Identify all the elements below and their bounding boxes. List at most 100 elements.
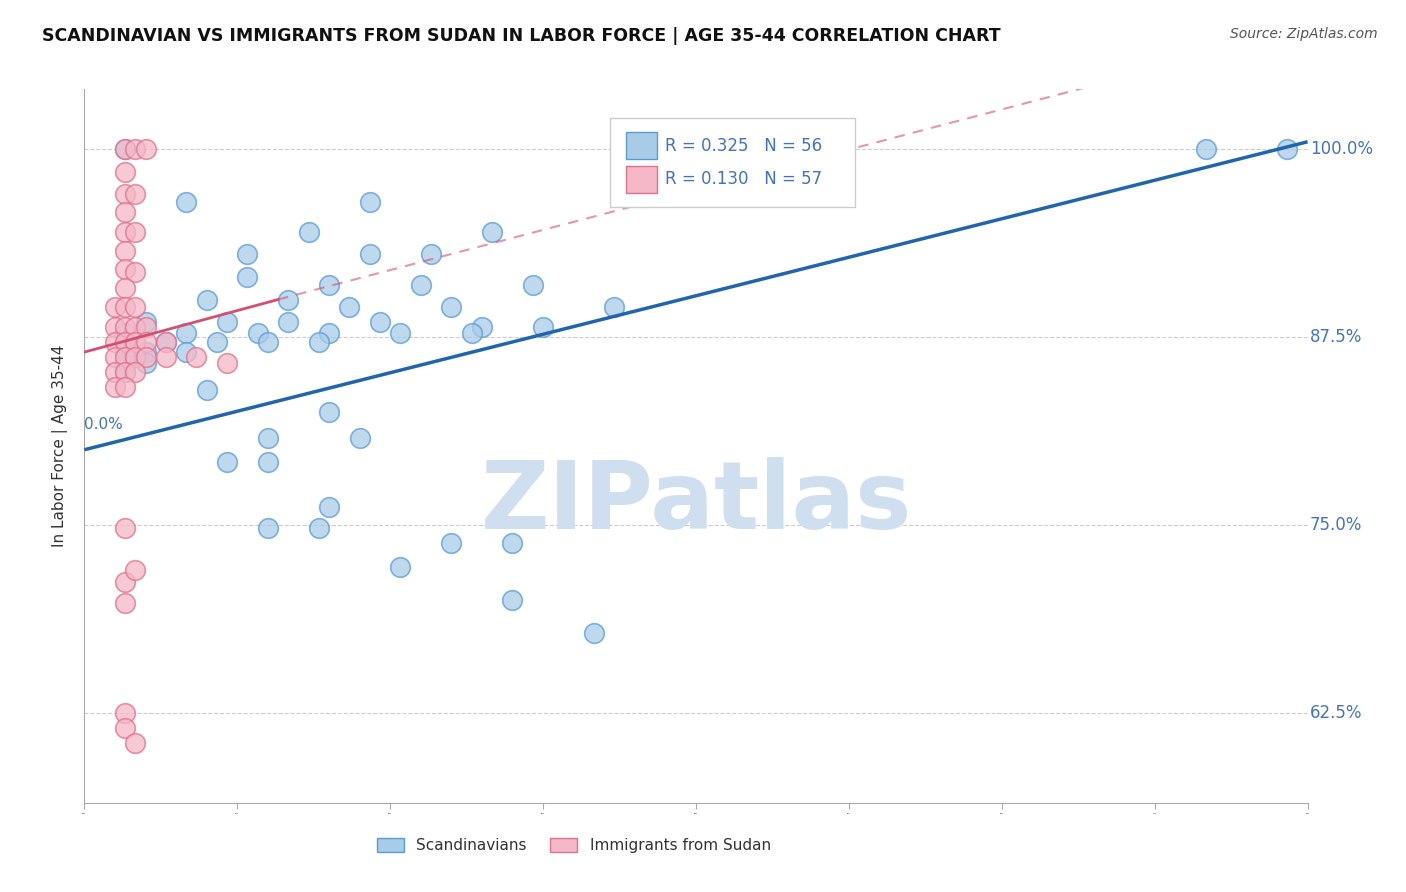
Point (124, 300, 146, 314)
Point (114, 262, 136, 277)
Text: R = 0.130   N = 57: R = 0.130 N = 57 (665, 170, 823, 188)
Point (104, 319, 127, 334)
Point (257, 455, 280, 469)
Point (155, 334, 177, 349)
Point (114, 706, 136, 720)
Point (217, 455, 239, 469)
Point (114, 334, 136, 349)
Point (389, 326, 412, 340)
Point (195, 383, 218, 397)
Point (114, 596, 136, 610)
Point (318, 405, 340, 419)
Point (318, 500, 340, 514)
Point (114, 187, 136, 202)
Point (205, 334, 228, 349)
Point (318, 277, 340, 292)
Point (257, 521, 280, 535)
Point (1277, 142, 1299, 156)
Text: 75.0%: 75.0% (1310, 516, 1362, 534)
Point (135, 334, 157, 349)
Point (104, 300, 127, 314)
Point (481, 225, 503, 239)
Point (217, 315, 239, 329)
Point (246, 326, 269, 340)
Point (135, 319, 157, 334)
Point (277, 293, 299, 307)
Text: Source: ZipAtlas.com: Source: ZipAtlas.com (1230, 27, 1378, 41)
Point (114, 280, 136, 294)
FancyBboxPatch shape (610, 118, 855, 207)
Point (124, 265, 146, 279)
FancyBboxPatch shape (626, 166, 657, 193)
Point (124, 563, 146, 577)
Point (114, 521, 136, 535)
Legend: Scandinavians, Immigrants from Sudan: Scandinavians, Immigrants from Sudan (371, 832, 776, 859)
Point (114, 165, 136, 179)
Point (124, 225, 146, 239)
Point (124, 350, 146, 364)
Point (644, 142, 666, 156)
Point (114, 350, 136, 364)
Point (186, 350, 208, 364)
Point (471, 319, 494, 334)
Point (124, 334, 146, 349)
Point (440, 300, 463, 314)
Point (135, 345, 157, 359)
Point (217, 356, 239, 370)
Point (349, 431, 371, 445)
Text: R = 0.325   N = 56: R = 0.325 N = 56 (665, 136, 823, 154)
Point (114, 334, 136, 349)
Point (174, 194, 197, 209)
Text: 0.0%: 0.0% (84, 417, 124, 433)
Point (124, 187, 146, 202)
Point (195, 293, 218, 307)
Point (236, 247, 259, 261)
Point (257, 431, 280, 445)
Point (389, 560, 412, 574)
Text: 62.5%: 62.5% (1310, 704, 1362, 722)
Point (124, 319, 146, 334)
Point (104, 365, 127, 379)
Point (124, 365, 146, 379)
Text: 100.0%: 100.0% (1310, 140, 1374, 158)
Point (135, 142, 157, 156)
Point (114, 142, 136, 156)
Point (114, 225, 136, 239)
Point (420, 247, 443, 261)
Point (114, 365, 136, 379)
Point (135, 315, 157, 329)
Point (409, 277, 432, 292)
Point (114, 721, 136, 735)
Point (308, 334, 330, 349)
Text: 87.5%: 87.5% (1310, 328, 1362, 346)
Point (368, 315, 391, 329)
Point (155, 334, 177, 349)
Point (1195, 142, 1218, 156)
Text: ZIPatlas: ZIPatlas (481, 457, 911, 549)
Point (308, 521, 330, 535)
Point (104, 379, 127, 393)
Point (522, 277, 544, 292)
Point (114, 574, 136, 589)
Point (135, 356, 157, 370)
Point (135, 350, 157, 364)
Point (174, 345, 197, 359)
Point (114, 365, 136, 379)
Point (174, 326, 197, 340)
Point (440, 536, 463, 550)
Point (531, 319, 554, 334)
Point (359, 194, 381, 209)
Point (603, 300, 626, 314)
Point (114, 345, 136, 359)
Point (583, 626, 606, 640)
Point (114, 205, 136, 219)
Point (298, 225, 321, 239)
Point (359, 247, 381, 261)
Point (339, 300, 361, 314)
Point (124, 736, 146, 750)
Point (502, 536, 524, 550)
Point (114, 300, 136, 314)
Point (318, 326, 340, 340)
Y-axis label: In Labor Force | Age 35-44: In Labor Force | Age 35-44 (52, 345, 69, 547)
Point (104, 350, 127, 364)
